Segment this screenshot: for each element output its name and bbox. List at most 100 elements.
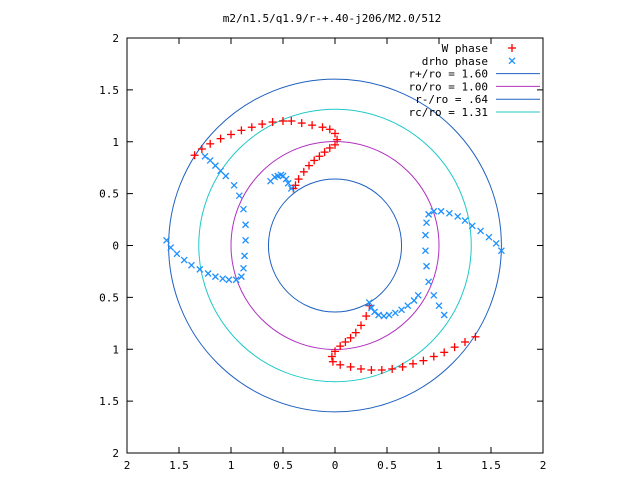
w-phase-point bbox=[328, 357, 337, 366]
drho-phase-point bbox=[211, 162, 219, 170]
drho-phase-point bbox=[222, 172, 230, 180]
drho-phase-point bbox=[425, 278, 433, 286]
drho-phase-point bbox=[201, 152, 209, 160]
w-phase-point bbox=[362, 312, 371, 321]
drho-phase-point bbox=[425, 210, 433, 218]
drho-phase-point bbox=[367, 304, 375, 312]
drho-phase-point bbox=[430, 207, 438, 215]
chart-title: m2/n1.5/q1.9/r-+.40-j206/M2.0/512 bbox=[223, 12, 442, 25]
y-tick-label: 0.5 bbox=[99, 188, 119, 201]
w-phase-point bbox=[461, 337, 469, 346]
w-phase-point bbox=[367, 366, 376, 374]
drho-phase-point bbox=[492, 239, 500, 247]
w-phase-point bbox=[336, 342, 345, 351]
w-phase-point bbox=[268, 118, 277, 127]
drho-phase-point bbox=[477, 227, 485, 235]
w-phase-point bbox=[216, 134, 225, 143]
drho-phase-point bbox=[173, 250, 181, 258]
drho-phase-point bbox=[217, 167, 225, 175]
legend-label: ro/ro = 1.00 bbox=[409, 80, 488, 93]
w-phase-point bbox=[341, 337, 350, 346]
axis-ticks: 2 1.5 1 0.5 0 0.5 1 1.5 221.510.500.511.52 bbox=[99, 32, 546, 472]
x-tick-label: 0.5 bbox=[273, 459, 293, 472]
y-tick-label: 0.5 bbox=[99, 291, 119, 304]
drho-phase-point bbox=[225, 276, 233, 284]
drho-phase-point bbox=[230, 181, 238, 189]
x-tick-label: 1.5 bbox=[481, 459, 501, 472]
w-phase-point bbox=[279, 117, 287, 125]
w-phase-point bbox=[190, 151, 199, 160]
w-phase-point bbox=[206, 139, 215, 148]
w-phase-point bbox=[331, 347, 339, 356]
w-phase-point bbox=[346, 333, 355, 342]
drho-phase-point bbox=[440, 311, 448, 319]
x-tick-label: 1.5 bbox=[169, 459, 189, 472]
reference-circle bbox=[198, 108, 472, 383]
legend-cross-marker bbox=[508, 57, 516, 65]
w-phase-point bbox=[325, 143, 334, 152]
drho-phase-point bbox=[365, 299, 373, 307]
y-tick-label: 1.5 bbox=[99, 84, 119, 97]
w-phase-point bbox=[299, 167, 308, 176]
drho-phase-point bbox=[242, 221, 250, 229]
drho-phase-point bbox=[497, 247, 505, 255]
w-phase-point bbox=[237, 126, 246, 135]
drho-phase-point bbox=[423, 219, 430, 227]
legend-label: rc/ro = 1.31 bbox=[409, 106, 488, 119]
w-phase-point bbox=[294, 175, 303, 184]
phase-points bbox=[163, 117, 505, 374]
w-phase-point bbox=[318, 123, 327, 132]
w-phase-point bbox=[197, 145, 206, 154]
x-tick-label: 0 bbox=[332, 459, 339, 472]
drho-phase-point bbox=[279, 172, 287, 180]
legend-label: r+/ro = 1.60 bbox=[409, 68, 488, 81]
w-phase-point bbox=[388, 364, 397, 373]
x-tick-label: 2 bbox=[124, 459, 131, 472]
drho-phase-point bbox=[461, 217, 469, 225]
y-tick-label: 2 bbox=[112, 447, 119, 460]
drho-phase-point bbox=[167, 244, 175, 252]
drho-phase-point bbox=[422, 231, 429, 239]
legend-label: drho phase bbox=[422, 55, 488, 68]
w-phase-point bbox=[450, 343, 459, 352]
w-phase-point bbox=[346, 362, 355, 371]
w-phase-point bbox=[320, 148, 329, 157]
drho-phase-point bbox=[240, 205, 247, 213]
drho-phase-point bbox=[241, 252, 248, 260]
drho-phase-point bbox=[180, 256, 188, 264]
drho-phase-point bbox=[410, 297, 418, 304]
y-tick-label: 1 bbox=[112, 136, 119, 149]
w-phase-point bbox=[357, 321, 365, 330]
drho-phase-point bbox=[237, 273, 245, 281]
w-phase-point bbox=[357, 364, 365, 373]
drho-phase-point bbox=[232, 276, 240, 284]
w-phase-point bbox=[287, 117, 296, 125]
drho-phase-point bbox=[242, 236, 250, 244]
w-phase-point bbox=[419, 356, 428, 365]
drho-phase-point bbox=[284, 179, 292, 187]
drho-phase-point bbox=[196, 265, 204, 273]
drho-phase-point bbox=[445, 209, 453, 217]
w-phase-point bbox=[315, 152, 324, 161]
w-phase-point bbox=[429, 352, 438, 361]
drho-phase-point bbox=[287, 184, 295, 192]
drho-phase-point bbox=[188, 261, 195, 269]
legend-label: r-/ro = .64 bbox=[415, 93, 488, 106]
drho-phase-point bbox=[391, 309, 399, 317]
w-phase-point bbox=[327, 352, 336, 361]
drho-phase-point bbox=[240, 264, 247, 272]
reference-circle bbox=[230, 141, 440, 350]
drho-phase-point bbox=[414, 291, 422, 299]
w-phase-point bbox=[471, 332, 480, 341]
y-tick-label: 2 bbox=[112, 32, 119, 45]
drho-phase-point bbox=[468, 222, 476, 230]
drho-phase-point bbox=[380, 312, 388, 320]
drho-phase-point bbox=[267, 177, 274, 185]
w-phase-point bbox=[325, 125, 334, 134]
drho-phase-point bbox=[204, 270, 212, 277]
w-phase-point bbox=[331, 140, 339, 149]
w-phase-point bbox=[331, 129, 339, 138]
drho-phase-point bbox=[437, 207, 445, 215]
